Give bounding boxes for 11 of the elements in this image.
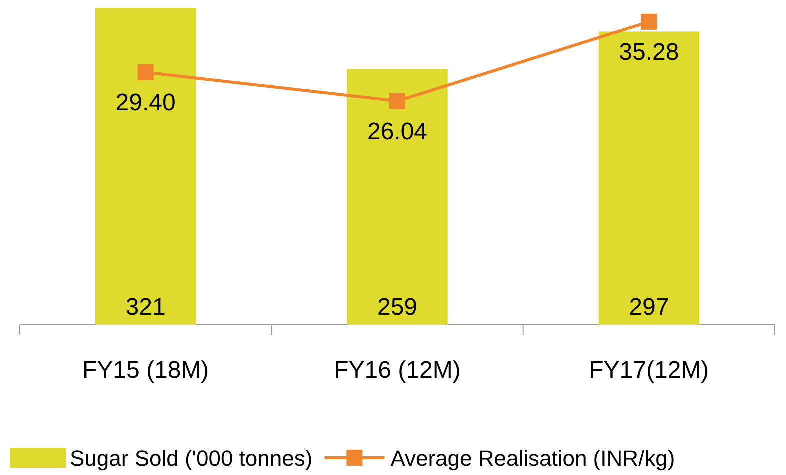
- data-label: 35.28: [619, 38, 680, 66]
- data-label: 297: [629, 294, 670, 321]
- legend-label: Sugar Sold ('000 tonnes): [70, 446, 313, 471]
- data-label: 26.04: [367, 118, 428, 146]
- data-label: 29.40: [116, 89, 176, 116]
- data-label: 259: [377, 294, 418, 321]
- x-tick-label: FY16 (12M): [334, 357, 461, 384]
- legend-label: Average Realisation (INR/kg): [390, 446, 676, 471]
- data-label: 321: [126, 294, 166, 321]
- x-tick-label: FY15 (18M): [82, 357, 210, 384]
- x-tick-label: FY17(12M): [589, 357, 710, 384]
